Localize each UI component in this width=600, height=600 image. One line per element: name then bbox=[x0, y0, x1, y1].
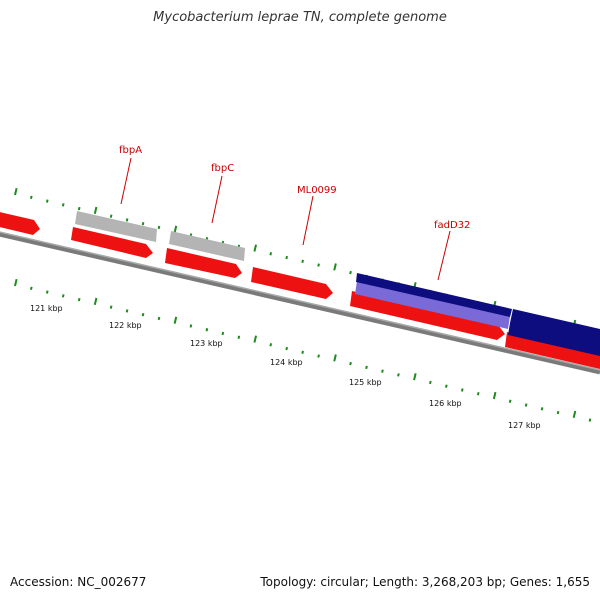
minor-tick bbox=[460, 388, 464, 392]
minor-tick bbox=[189, 324, 193, 328]
minor-tick bbox=[125, 218, 129, 222]
minor-tick bbox=[77, 297, 81, 302]
minor-tick bbox=[237, 335, 241, 339]
pointer-fadD32 bbox=[437, 230, 451, 281]
gene-arrow-fadD32[interactable] bbox=[350, 291, 505, 340]
pseudo-gene-bar[interactable] bbox=[75, 211, 157, 242]
major-tick bbox=[333, 263, 337, 271]
minor-tick bbox=[221, 331, 225, 336]
minor-tick bbox=[365, 365, 368, 370]
minor-tick bbox=[205, 328, 209, 332]
map-title: Mycobacterium leprae TN, complete genome bbox=[153, 10, 447, 25]
minor-tick bbox=[29, 195, 33, 199]
forward-gene-track bbox=[0, 211, 600, 369]
minor-tick bbox=[317, 354, 320, 358]
scale-label: 125 kbp bbox=[349, 378, 382, 387]
major-tick bbox=[253, 244, 258, 252]
minor-tick bbox=[61, 203, 65, 207]
major-tick bbox=[572, 410, 577, 419]
minor-tick bbox=[109, 305, 113, 309]
scale-label: 124 kbp bbox=[270, 358, 303, 367]
major-tick bbox=[14, 187, 18, 196]
genome-backbone-highlight bbox=[0, 231, 600, 371]
minor-tick bbox=[45, 290, 49, 294]
minor-tick bbox=[444, 384, 448, 388]
pointer-ML0099 bbox=[302, 195, 314, 246]
minor-tick bbox=[381, 369, 384, 373]
minor-tick bbox=[269, 343, 273, 347]
major-tick bbox=[333, 354, 337, 362]
gene-arrow[interactable] bbox=[0, 211, 40, 235]
minor-tick bbox=[349, 361, 352, 366]
minor-tick bbox=[317, 263, 320, 267]
minor-tick bbox=[29, 286, 33, 290]
pointer-fbpA bbox=[120, 157, 132, 205]
pointer-fbpC bbox=[211, 175, 223, 224]
major-tick bbox=[173, 316, 178, 324]
minor-tick bbox=[285, 346, 289, 351]
gene-arrow[interactable] bbox=[505, 332, 600, 369]
scale-label: 121 kbp bbox=[30, 304, 63, 313]
gene-arrow-fbpA[interactable] bbox=[71, 227, 153, 258]
genome-backbone bbox=[0, 231, 600, 375]
minor-tick bbox=[45, 199, 49, 203]
highlight-gene-track bbox=[355, 273, 600, 356]
gene-label-pointers bbox=[120, 157, 451, 281]
minor-tick bbox=[397, 373, 400, 377]
minor-tick bbox=[269, 252, 273, 256]
highlight-gene-bar-light[interactable] bbox=[355, 281, 510, 329]
minor-tick bbox=[285, 255, 289, 260]
scale-label: 127 kbp bbox=[508, 421, 541, 430]
minor-tick bbox=[429, 380, 432, 385]
minor-tick bbox=[524, 403, 528, 407]
minor-tick bbox=[125, 309, 129, 313]
minor-tick bbox=[141, 221, 145, 226]
minor-tick bbox=[109, 214, 113, 218]
pseudo-gene-track bbox=[75, 211, 245, 261]
scale-labels: 121 kbp 122 kbp 123 kbp 124 kbp 125 kbp … bbox=[30, 304, 541, 430]
gene-arrow-fbpC[interactable] bbox=[165, 248, 242, 278]
minor-tick bbox=[77, 206, 81, 211]
topology-text: Topology: circular; Length: 3,268,203 bp… bbox=[260, 575, 590, 589]
pseudo-gene-bar[interactable] bbox=[169, 231, 245, 261]
inner-tick-row bbox=[14, 278, 592, 422]
gene-arrow-ML0099[interactable] bbox=[251, 267, 333, 299]
major-tick bbox=[93, 206, 98, 215]
scale-label: 126 kbp bbox=[429, 399, 462, 408]
major-tick bbox=[93, 297, 98, 306]
minor-tick bbox=[157, 225, 161, 230]
gene-labels: fbpA fbpC ML0099 fadD32 bbox=[119, 145, 470, 231]
gene-label-fadD32[interactable]: fadD32 bbox=[434, 220, 470, 231]
minor-tick bbox=[556, 410, 560, 415]
minor-tick bbox=[540, 407, 544, 411]
highlight-gene-bar-dark[interactable] bbox=[356, 273, 512, 317]
minor-tick bbox=[508, 399, 512, 403]
major-tick bbox=[413, 373, 417, 381]
minor-tick bbox=[301, 259, 304, 264]
major-tick bbox=[253, 335, 258, 343]
major-tick bbox=[173, 225, 178, 233]
major-tick bbox=[492, 391, 497, 400]
minor-tick bbox=[157, 316, 161, 321]
gene-label-fbpC[interactable]: fbpC bbox=[211, 163, 234, 174]
minor-tick bbox=[349, 270, 352, 275]
minor-tick bbox=[476, 392, 480, 396]
minor-tick bbox=[61, 294, 65, 298]
gene-label-ML0099[interactable]: ML0099 bbox=[297, 185, 337, 196]
scale-label: 123 kbp bbox=[190, 339, 223, 348]
minor-tick bbox=[141, 312, 145, 317]
major-tick bbox=[14, 278, 18, 287]
highlight-gene-bar-dark[interactable] bbox=[508, 309, 600, 356]
minor-tick bbox=[588, 418, 592, 422]
accession-text: Accession: NC_002677 bbox=[10, 575, 147, 589]
scale-label: 122 kbp bbox=[109, 321, 142, 330]
gene-label-fbpA[interactable]: fbpA bbox=[119, 145, 142, 156]
minor-tick bbox=[301, 350, 304, 355]
